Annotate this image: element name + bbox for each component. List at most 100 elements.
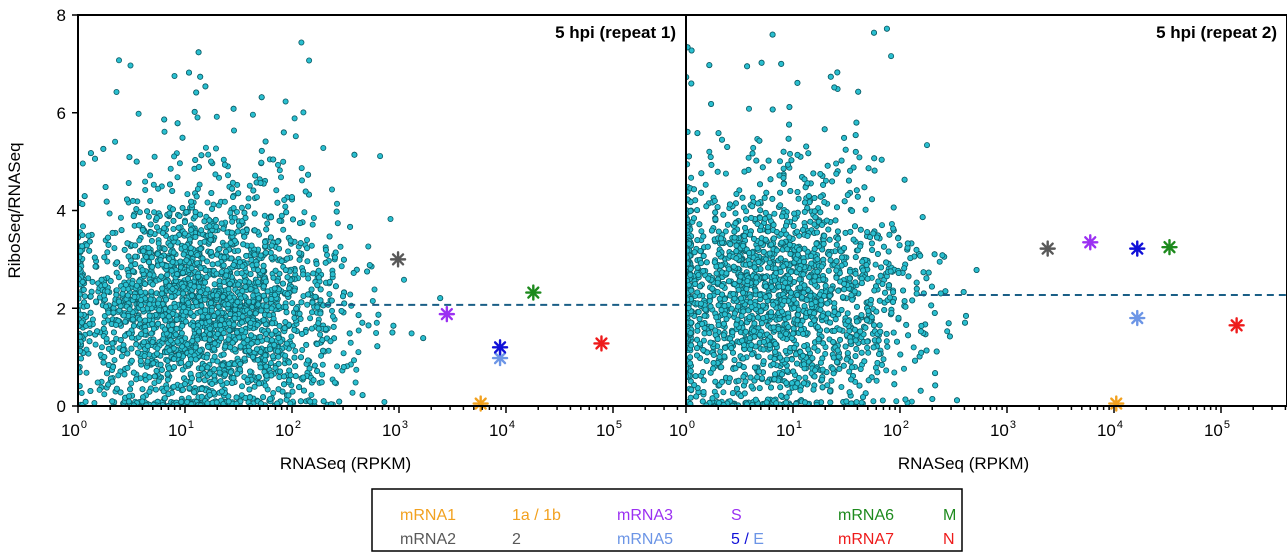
data-point xyxy=(87,293,94,300)
data-point xyxy=(142,327,149,334)
panel-title: 5 hpi (repeat 1) xyxy=(555,23,676,42)
data-point xyxy=(291,326,298,333)
data-point xyxy=(80,286,87,293)
data-point xyxy=(158,273,165,280)
data-point xyxy=(153,350,160,357)
data-point xyxy=(161,246,168,253)
data-point xyxy=(214,260,221,267)
data-point xyxy=(100,292,107,299)
data-point xyxy=(235,247,242,254)
data-point xyxy=(192,233,199,240)
data-point xyxy=(198,152,205,159)
data-point xyxy=(224,172,231,179)
data-point xyxy=(148,254,155,261)
data-point xyxy=(107,277,114,284)
data-point xyxy=(162,296,169,303)
data-point xyxy=(291,115,298,122)
data-point xyxy=(213,399,220,406)
data-point xyxy=(129,316,136,323)
data-point xyxy=(279,280,286,287)
data-point xyxy=(253,346,260,353)
data-point xyxy=(93,298,100,305)
data-point xyxy=(125,398,132,405)
data-point xyxy=(314,304,321,311)
data-point xyxy=(142,317,149,324)
data-point xyxy=(213,270,220,277)
data-point xyxy=(79,243,86,250)
data-point xyxy=(183,257,190,264)
x-tick-label: 101 xyxy=(168,419,194,440)
data-point xyxy=(268,214,275,221)
data-point xyxy=(117,389,124,396)
data-point xyxy=(282,98,289,105)
data-point xyxy=(94,328,101,335)
data-point xyxy=(247,368,254,375)
data-point xyxy=(289,342,296,349)
data-point xyxy=(113,259,120,266)
data-point xyxy=(280,381,287,388)
data-point xyxy=(233,394,240,401)
data-point xyxy=(131,293,138,300)
data-point xyxy=(235,190,242,197)
data-point xyxy=(201,296,208,303)
data-point xyxy=(228,229,235,236)
data-point xyxy=(144,208,151,215)
data-point xyxy=(260,262,267,269)
data-point xyxy=(159,312,166,319)
data-point xyxy=(182,308,189,315)
data-point xyxy=(218,388,225,395)
data-point xyxy=(87,150,94,157)
data-point xyxy=(147,221,154,228)
data-point xyxy=(82,398,89,405)
data-point xyxy=(304,258,311,265)
data-point xyxy=(238,327,245,334)
data-point xyxy=(202,144,209,151)
data-point xyxy=(310,377,317,384)
data-point xyxy=(322,259,329,266)
data-point xyxy=(198,385,205,392)
data-point xyxy=(369,297,376,304)
data-point xyxy=(298,165,305,172)
data-point xyxy=(283,309,290,316)
data-point xyxy=(212,216,219,223)
data-point xyxy=(275,360,282,367)
data-point xyxy=(109,378,116,385)
data-point xyxy=(161,116,168,123)
data-point xyxy=(170,249,177,256)
data-point xyxy=(269,353,276,360)
data-point xyxy=(237,360,244,367)
data-point xyxy=(101,312,108,319)
data-point xyxy=(328,401,335,406)
highlight-mrna1 xyxy=(472,395,489,412)
data-point xyxy=(205,151,212,158)
data-point xyxy=(248,340,255,347)
data-point xyxy=(197,245,204,252)
data-point xyxy=(197,73,204,80)
data-point xyxy=(296,256,303,263)
data-point xyxy=(136,222,143,229)
data-point xyxy=(128,357,135,364)
data-point xyxy=(84,302,91,309)
data-point xyxy=(100,325,107,332)
data-point xyxy=(86,320,93,327)
data-point xyxy=(347,291,354,298)
data-point xyxy=(173,325,180,332)
data-point xyxy=(214,309,221,316)
data-point xyxy=(149,338,156,345)
data-point xyxy=(282,267,289,274)
data-point xyxy=(280,158,287,165)
data-point xyxy=(203,258,210,265)
data-point xyxy=(78,389,85,396)
data-point xyxy=(105,309,112,316)
data-point xyxy=(225,398,232,405)
data-point xyxy=(340,256,347,263)
data-point xyxy=(309,299,316,306)
data-point xyxy=(172,304,179,311)
data-point xyxy=(400,276,407,283)
data-point xyxy=(188,265,195,272)
data-point xyxy=(110,329,117,336)
data-point xyxy=(127,62,134,69)
data-point xyxy=(78,355,85,362)
data-point xyxy=(179,269,186,276)
data-point xyxy=(287,372,294,379)
